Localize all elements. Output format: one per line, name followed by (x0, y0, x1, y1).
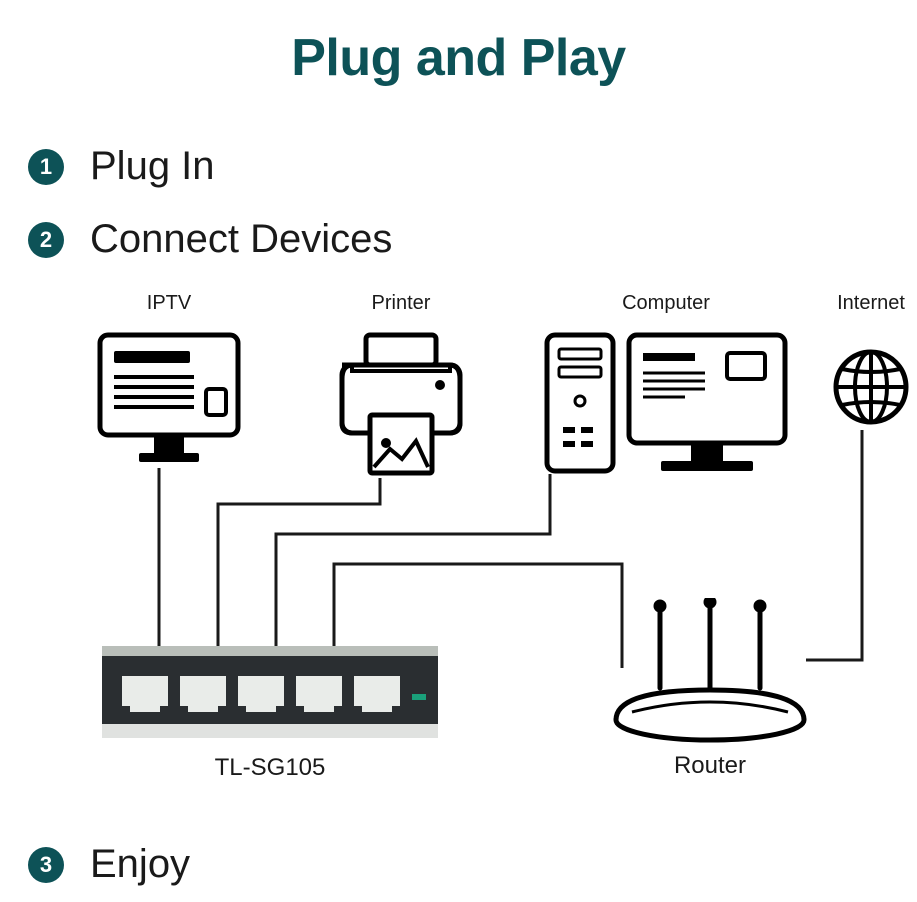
step-1-badge: 1 (28, 149, 64, 185)
globe-icon (831, 347, 911, 427)
device-printer: Printer (326, 292, 476, 479)
printer-label: Printer (372, 292, 431, 315)
device-computer: Computer (536, 292, 796, 479)
network-diagram: IPTV Printer (0, 290, 917, 846)
page-title: Plug and Play (0, 0, 917, 88)
iptv-icon (94, 329, 244, 469)
router-device: Router (610, 598, 810, 780)
router-label: Router (610, 752, 810, 780)
step-3-label: Enjoy (90, 842, 190, 887)
step-1-label: Plug In (90, 144, 215, 189)
step-2-badge: 2 (28, 222, 64, 258)
printer-icon (336, 329, 466, 479)
router-icon (610, 598, 810, 746)
switch-label: TL-SG105 (100, 754, 440, 782)
computer-icon (541, 329, 791, 479)
computer-label: Computer (622, 292, 710, 315)
step-2-label: Connect Devices (90, 217, 392, 262)
step-3: 3 Enjoy (28, 842, 190, 887)
steps-list: 1 Plug In 2 Connect Devices (0, 88, 917, 262)
step-3-badge: 3 (28, 847, 64, 883)
device-internet: Internet (826, 292, 916, 427)
iptv-label: IPTV (147, 292, 191, 315)
step-1: 1 Plug In (28, 144, 917, 189)
step-2: 2 Connect Devices (28, 217, 917, 262)
switch-icon (100, 644, 440, 744)
device-iptv: IPTV (84, 292, 254, 469)
switch-device: TL-SG105 (100, 644, 440, 782)
internet-label: Internet (837, 292, 905, 315)
